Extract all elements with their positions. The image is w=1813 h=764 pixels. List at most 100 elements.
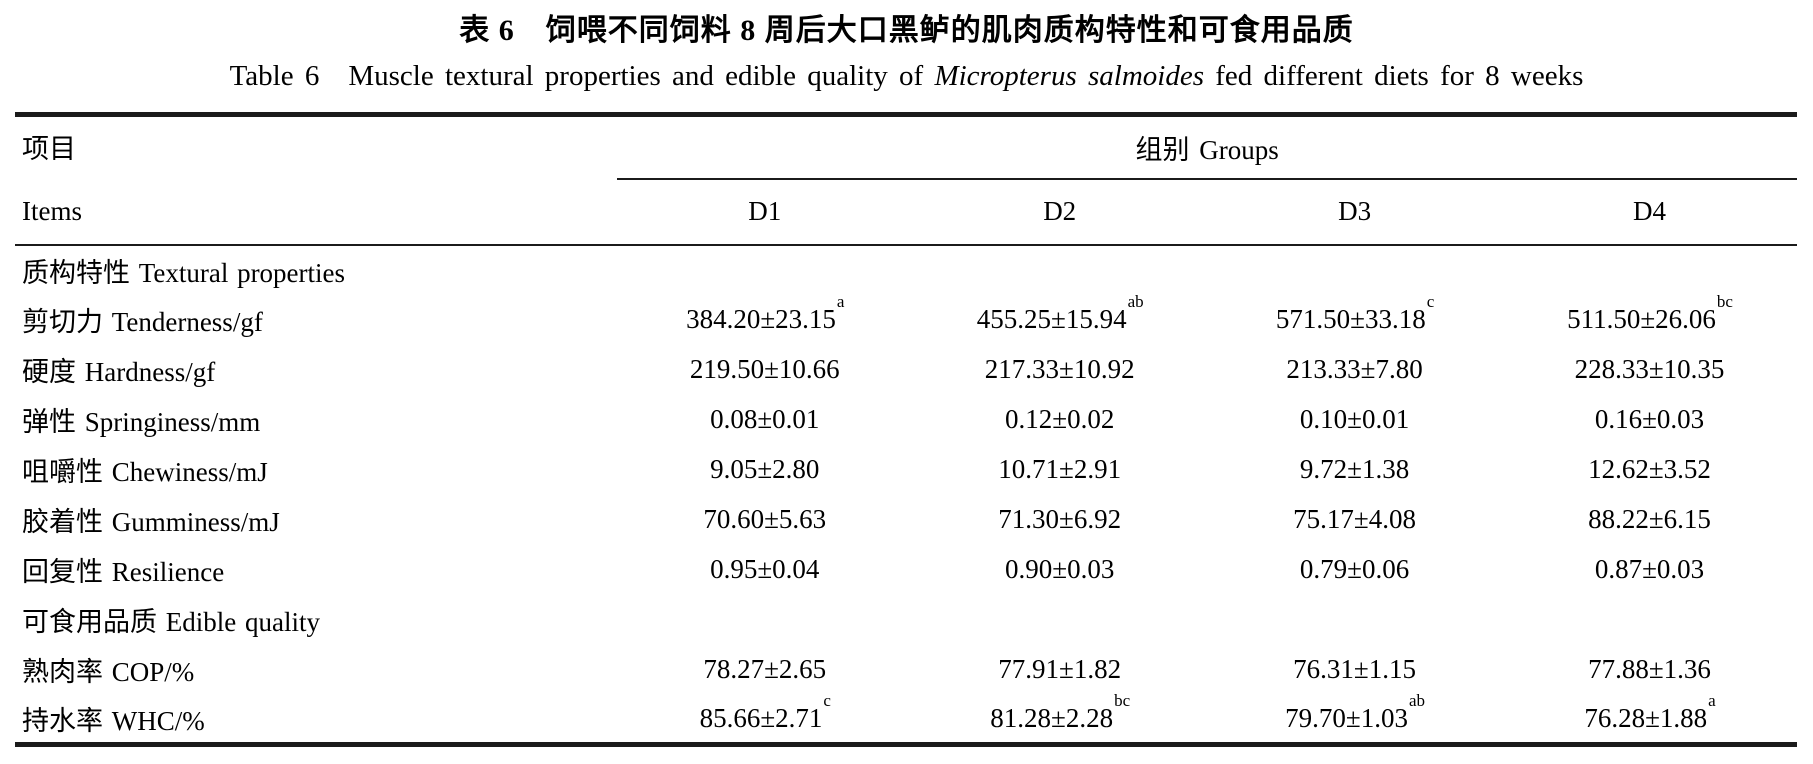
value-cell: 0.95±0.04 [617, 545, 912, 595]
table-row: 回复性 Resilience 0.95±0.04 0.90±0.03 0.79±0.0… [15, 545, 1797, 595]
significance-superscript: c [1426, 292, 1435, 311]
value-text: 81.28±2.28 [990, 702, 1114, 733]
value-cell: 0.12±0.02 [912, 395, 1207, 445]
table-row: 熟肉率 COP/% 78.27±2.65 77.91±1.82 76.31±1.15 7… [15, 645, 1797, 695]
value-cell: 511.50±26.06bc [1502, 292, 1797, 345]
value-cell: 0.90±0.03 [912, 545, 1207, 595]
column-header-d1: D1 [617, 178, 913, 246]
significance-superscript: a [1708, 690, 1716, 710]
row-label: 弹性 Springiness/mm [22, 407, 261, 437]
value-text: 228.33±10.35 [1574, 354, 1725, 384]
significance-superscript: a [836, 292, 845, 311]
value-cell: 571.50±33.18c [1207, 292, 1502, 345]
value-cell: 213.33±7.80 [1207, 345, 1502, 395]
groups-header-cell: 组别 Groups [617, 114, 1797, 180]
column-header-d2: D2 [912, 178, 1208, 246]
table-row: 硬度 Hardness/gf 219.50±10.66 217.33±10.92 21… [15, 345, 1797, 395]
value-cell: 78.27±2.65 [617, 645, 912, 695]
value-text: 571.50±33.18 [1275, 304, 1426, 334]
header-row-diets: D1 D2 D3 D4 [15, 178, 1797, 246]
table-row: 剪切力 Tenderness/gf 384.20±23.15a 455.25±15.… [15, 292, 1797, 345]
value-cell: 76.31±1.15 [1207, 645, 1502, 695]
section-label: 可食用品质 Edible quality [22, 607, 320, 637]
row-label: 胶着性 Gumminess/mJ [22, 507, 280, 537]
value-text: 0.08±0.01 [710, 404, 820, 434]
row-label: 熟肉率 COP/% [22, 657, 195, 687]
value-text: 217.33±10.92 [984, 354, 1135, 384]
species-name-italic: Micropterus salmoides [934, 60, 1204, 92]
significance-superscript: ab [1408, 690, 1426, 710]
value-text: 9.05±2.80 [710, 454, 820, 484]
items-header-zh: 项目 [22, 134, 76, 165]
table-header: 项目 Items 组别 Groups D1 D2 D3 D4 [15, 114, 1797, 246]
table-row: 咀嚼性 Chewiness/mJ 9.05±2.80 10.71±2.91 9.72±… [15, 445, 1797, 495]
value-text: 9.72±1.38 [1299, 454, 1410, 484]
value-text: 213.33±7.80 [1286, 354, 1423, 384]
value-cell: 217.33±10.92 [912, 345, 1207, 395]
title-en-prefix: Table 6 Muscle textural properties and e… [229, 60, 935, 92]
value-text: 77.88±1.36 [1588, 654, 1711, 684]
value-text: 12.62±3.52 [1588, 454, 1711, 484]
section-label: 质构特性 Textural properties [22, 257, 346, 288]
row-label: 回复性 Resilience [22, 557, 225, 587]
value-cell: 12.62±3.52 [1502, 445, 1797, 495]
value-text: 384.20±23.15 [686, 304, 836, 334]
column-header-d3: D3 [1207, 178, 1503, 246]
value-cell: 75.17±4.08 [1207, 495, 1502, 545]
value-text: 78.27±2.65 [703, 654, 827, 684]
value-cell: 0.16±0.03 [1502, 395, 1797, 445]
items-header-en: Items [22, 196, 82, 227]
value-cell: 76.28±1.88a [1502, 692, 1797, 745]
table-row: 胶着性 Gumminess/mJ 70.60±5.63 71.30±6.92 75.1… [15, 495, 1797, 545]
value-text: 0.95±0.04 [710, 554, 820, 584]
row-label: 咀嚼性 Chewiness/mJ [22, 457, 268, 487]
header-row-groups: 项目 Items 组别 Groups [15, 114, 1797, 246]
value-cell: 81.28±2.28bc [912, 692, 1207, 745]
value-text: 0.16±0.03 [1594, 404, 1705, 434]
value-text: 0.87±0.03 [1594, 554, 1705, 584]
results-table: 项目 Items 组别 Groups D1 D2 D3 D4 质构特性 Text… [15, 112, 1797, 747]
value-text: 76.31±1.15 [1293, 654, 1416, 684]
significance-superscript: bc [1716, 292, 1733, 311]
value-text: 0.90±0.03 [1005, 554, 1115, 584]
value-cell: 9.05±2.80 [617, 445, 912, 495]
value-text: 0.10±0.01 [1299, 404, 1410, 434]
value-cell: 85.66±2.71c [617, 692, 912, 745]
value-cell: 79.70±1.03ab [1207, 692, 1502, 745]
value-cell: 219.50±10.66 [617, 345, 912, 395]
value-text: 455.25±15.94 [976, 304, 1127, 334]
value-text: 88.22±6.15 [1588, 504, 1711, 534]
value-cell: 77.88±1.36 [1502, 645, 1797, 695]
value-text: 511.50±26.06 [1567, 304, 1716, 334]
significance-superscript: c [823, 690, 831, 710]
value-text: 75.17±4.08 [1293, 504, 1416, 534]
row-label: 剪切力 Tenderness/gf [22, 307, 263, 337]
significance-superscript: bc [1114, 690, 1131, 710]
column-header-d4: D4 [1502, 178, 1797, 246]
value-cell: 0.79±0.06 [1207, 545, 1502, 595]
section-row: 可食用品质 Edible quality [15, 595, 1797, 645]
value-cell: 0.08±0.01 [617, 395, 912, 445]
value-text: 10.71±2.91 [998, 454, 1122, 484]
table-row: 弹性 Springiness/mm 0.08±0.01 0.12±0.02 0.10±… [15, 395, 1797, 445]
paper-page: 表 6 饲喂不同饲料 8 周后大口黑鲈的肌肉质构特性和可食用品质 Table 6… [0, 9, 1813, 764]
value-cell: 0.87±0.03 [1502, 545, 1797, 595]
value-cell: 77.91±1.82 [912, 645, 1207, 695]
value-cell: 0.10±0.01 [1207, 395, 1502, 445]
value-cell: 70.60±5.63 [617, 495, 912, 545]
value-cell: 71.30±6.92 [912, 495, 1207, 545]
value-text: 0.79±0.06 [1299, 554, 1410, 584]
value-text: 77.91±1.82 [998, 654, 1122, 684]
items-header-cell: 项目 Items [15, 114, 618, 246]
value-text: 0.12±0.02 [1005, 404, 1115, 434]
table-title-zh: 表 6 饲喂不同饲料 8 周后大口黑鲈的肌肉质构特性和可食用品质 [459, 14, 1354, 47]
table-row: 持水率 WHC/% 85.66±2.71c 81.28±2.28bc 79.70±1.… [15, 692, 1797, 745]
table-title-en: Table 6 Muscle textural properties and e… [0, 55, 1813, 97]
row-label: 硬度 Hardness/gf [22, 357, 216, 387]
value-cell: 455.25±15.94ab [912, 293, 1207, 345]
value-cell: 10.71±2.91 [912, 445, 1207, 495]
table-body: 质构特性 Textural properties 剪切力 Tenderness/g… [15, 245, 1797, 745]
value-text: 219.50±10.66 [689, 354, 840, 384]
section-row: 质构特性 Textural properties [15, 245, 1797, 295]
value-text: 85.66±2.71 [699, 702, 823, 733]
